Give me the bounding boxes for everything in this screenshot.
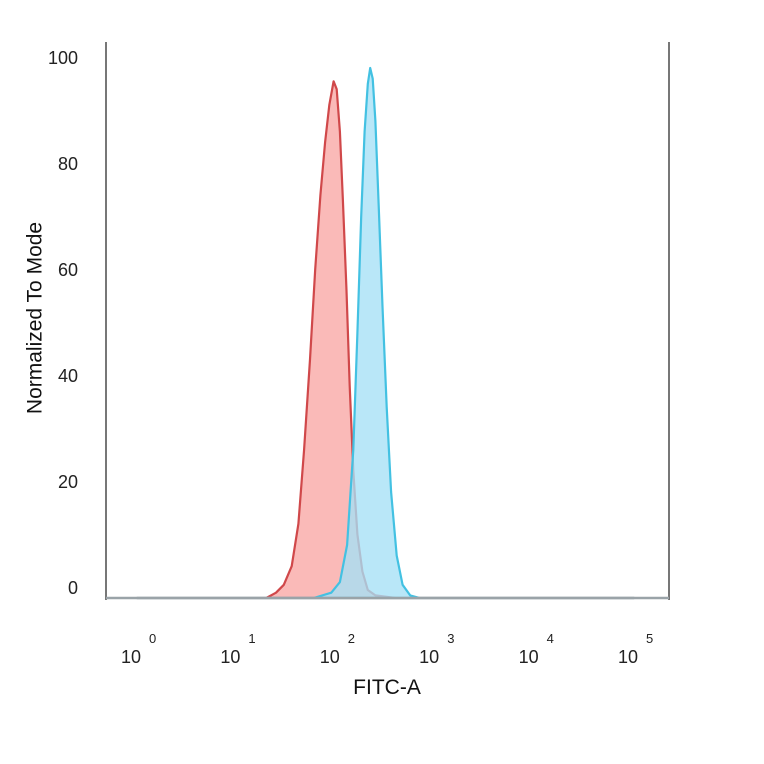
x-tick-exponent: 4 (547, 631, 554, 646)
y-tick-label: 20 (58, 472, 78, 492)
x-tick-exponent: 1 (248, 631, 255, 646)
histogram-series (135, 66, 636, 600)
series-2-area (135, 66, 636, 600)
y-tick-label: 60 (58, 260, 78, 280)
y-tick-label: 100 (48, 48, 78, 68)
y-tick-labels: 0 20 40 60 80 100 (48, 48, 78, 598)
x-axis-label: FITC-A (353, 676, 421, 699)
x-tick-exponent: 5 (646, 631, 653, 646)
y-tick-label: 0 (68, 578, 78, 598)
x-tick-labels: 10 0 10 1 10 2 10 3 10 4 10 5 (121, 631, 653, 667)
x-tick-label: 10 (519, 647, 539, 667)
y-tick-label: 40 (58, 366, 78, 386)
x-tick-label: 10 (220, 647, 240, 667)
x-tick-label: 10 (320, 647, 340, 667)
x-tick-exponent: 2 (348, 631, 355, 646)
y-axis-label: Normalized To Mode (24, 222, 47, 414)
x-tick-label: 10 (618, 647, 638, 667)
x-tick-exponent: 3 (447, 631, 454, 646)
x-tick-label: 10 (121, 647, 141, 667)
x-tick-label: 10 (419, 647, 439, 667)
x-tick-exponent: 0 (149, 631, 156, 646)
axes (105, 42, 670, 600)
y-tick-label: 80 (58, 154, 78, 174)
